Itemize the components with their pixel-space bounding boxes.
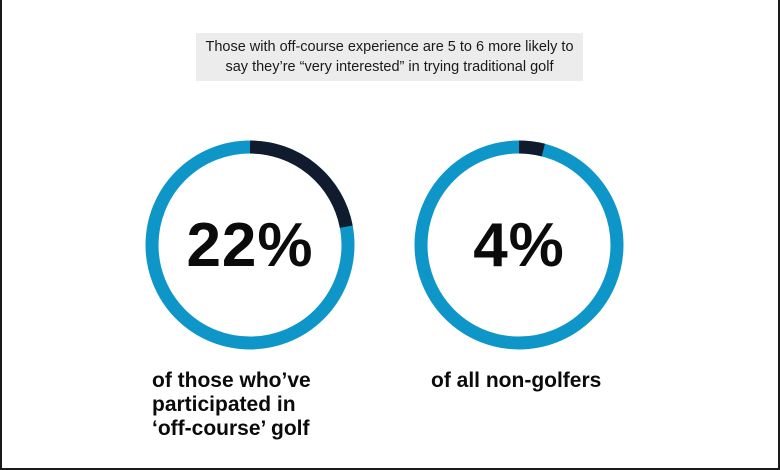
caption-line: ‘off-course’ golf (152, 417, 310, 440)
donut-chart-off-course: 22% (143, 138, 357, 352)
caption-line: of all non-golfers (431, 369, 602, 392)
caption-line: participated in (152, 393, 296, 416)
donut-chart-non-golfers: 4% (412, 138, 626, 352)
donut-highlight-non-golfers (414, 140, 624, 350)
left-border (0, 0, 2, 470)
donut-svg-off-course (145, 140, 355, 350)
caption-non-golfers: of all non-golfers (431, 369, 601, 393)
bottom-border (0, 468, 780, 470)
right-border (778, 0, 780, 470)
donut-value-off-course: 22% (186, 210, 314, 280)
caption-off-course: of those who’ve participated in ‘off-cou… (152, 369, 311, 441)
headline-line-2: say they’re “very interested” in trying … (225, 59, 554, 75)
headline-box: Those with off-course experience are 5 t… (196, 33, 583, 81)
donut-svg-non-golfers (414, 140, 624, 350)
donut-highlight-off-course (145, 140, 355, 350)
headline-text: Those with off-course experience are 5 t… (205, 37, 573, 77)
donut-value-non-golfers: 4% (473, 210, 565, 280)
headline-line-1: Those with off-course experience are 5 t… (205, 39, 574, 55)
caption-line: of those who’ve (152, 369, 311, 392)
